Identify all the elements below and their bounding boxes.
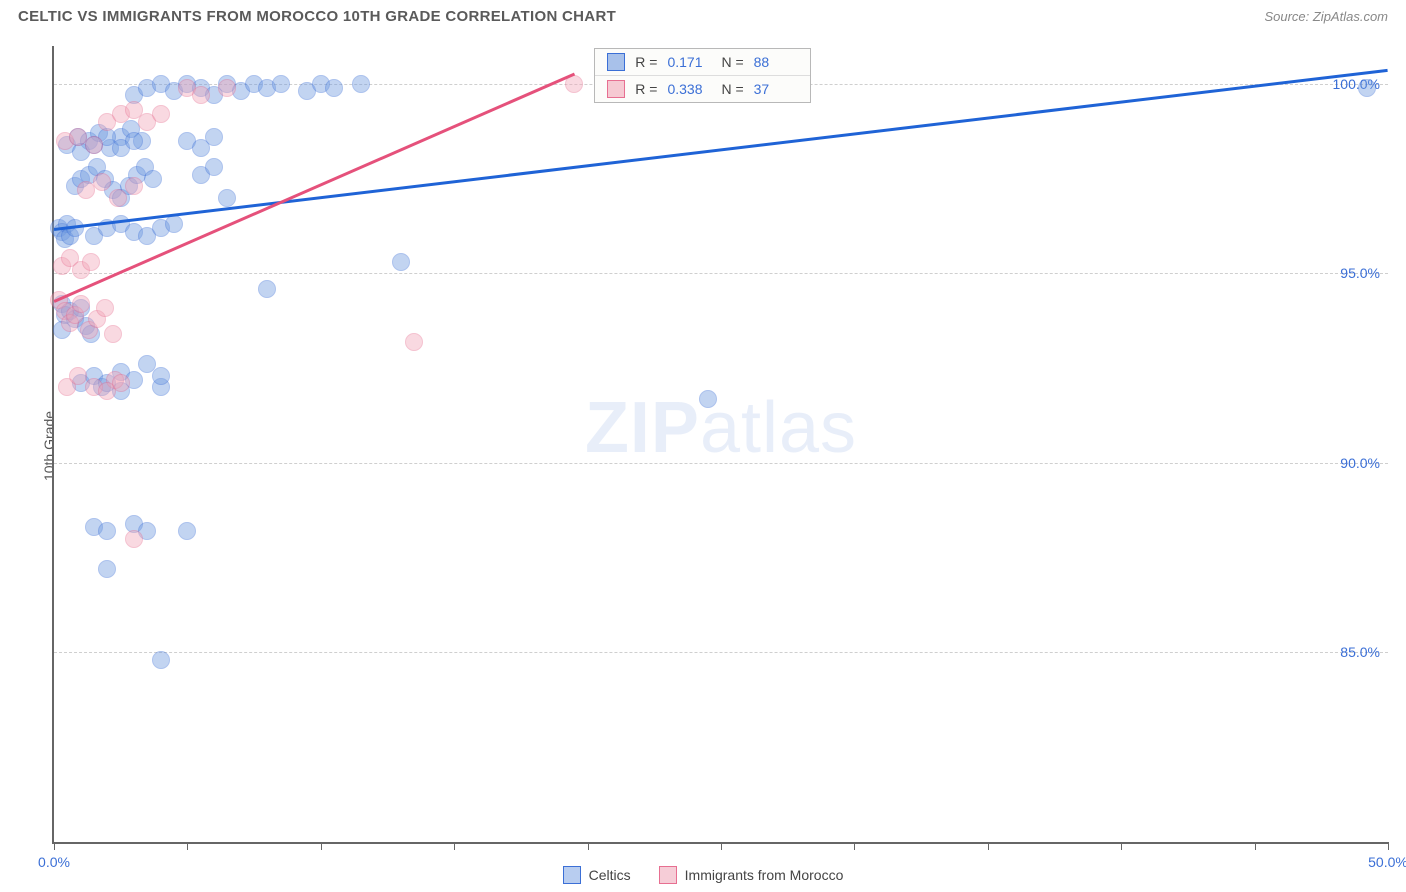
data-point <box>125 132 143 150</box>
y-tick-label: 85.0% <box>1340 644 1380 660</box>
x-tick <box>187 842 188 850</box>
legend-label: Celtics <box>589 867 631 883</box>
data-point <box>352 75 370 93</box>
gridline <box>54 652 1388 653</box>
n-label: N = <box>721 81 743 97</box>
legend-swatch <box>563 866 581 884</box>
legend: Celtics Immigrants from Morocco <box>0 866 1406 884</box>
data-point <box>205 158 223 176</box>
data-point <box>1358 79 1376 97</box>
gridline <box>54 273 1388 274</box>
correlation-row: R = 0.338 N = 37 <box>595 76 809 102</box>
data-point <box>85 136 103 154</box>
y-tick-label: 90.0% <box>1340 455 1380 471</box>
watermark: ZIPatlas <box>585 387 857 469</box>
data-point <box>125 177 143 195</box>
series-swatch <box>607 80 625 98</box>
data-point <box>98 522 116 540</box>
x-tick <box>988 842 989 850</box>
data-point <box>325 79 343 97</box>
correlation-box: R = 0.171 N = 88 R = 0.338 N = 37 <box>594 48 810 103</box>
x-tick <box>1388 842 1389 850</box>
x-tick <box>588 842 589 850</box>
data-point <box>699 390 717 408</box>
r-label: R = <box>635 81 657 97</box>
data-point <box>218 79 236 97</box>
n-value: 88 <box>754 54 798 70</box>
data-point <box>405 333 423 351</box>
data-point <box>72 295 90 313</box>
n-label: N = <box>721 54 743 70</box>
data-point <box>152 367 170 385</box>
x-tick <box>321 842 322 850</box>
data-point <box>392 253 410 271</box>
data-point <box>93 173 111 191</box>
data-point <box>104 325 122 343</box>
data-point <box>258 280 276 298</box>
data-point <box>165 215 183 233</box>
data-point <box>144 170 162 188</box>
data-point <box>205 128 223 146</box>
x-tick <box>854 842 855 850</box>
data-point <box>98 560 116 578</box>
data-point <box>69 367 87 385</box>
data-point <box>96 299 114 317</box>
data-point <box>125 530 143 548</box>
x-tick <box>721 842 722 850</box>
x-tick <box>1121 842 1122 850</box>
legend-label: Immigrants from Morocco <box>685 867 844 883</box>
data-point <box>178 522 196 540</box>
chart-header: CELTIC VS IMMIGRANTS FROM MOROCCO 10TH G… <box>0 0 1406 31</box>
legend-item: Celtics <box>563 866 631 884</box>
x-tick <box>54 842 55 850</box>
r-value: 0.171 <box>667 54 711 70</box>
chart-source: Source: ZipAtlas.com <box>1264 9 1388 24</box>
data-point <box>109 189 127 207</box>
legend-item: Immigrants from Morocco <box>659 866 844 884</box>
data-point <box>272 75 290 93</box>
series-swatch <box>607 53 625 71</box>
data-point <box>152 105 170 123</box>
chart-title: CELTIC VS IMMIGRANTS FROM MOROCCO 10TH G… <box>18 8 616 25</box>
gridline <box>54 463 1388 464</box>
scatter-chart: ZIPatlas 85.0%90.0%95.0%100.0%0.0%50.0%R… <box>52 46 1388 844</box>
correlation-row: R = 0.171 N = 88 <box>595 49 809 76</box>
data-point <box>192 86 210 104</box>
data-point <box>112 374 130 392</box>
data-point <box>82 253 100 271</box>
y-tick-label: 95.0% <box>1340 265 1380 281</box>
r-label: R = <box>635 54 657 70</box>
data-point <box>152 651 170 669</box>
r-value: 0.338 <box>667 81 711 97</box>
n-value: 37 <box>754 81 798 97</box>
x-tick <box>1255 842 1256 850</box>
legend-swatch <box>659 866 677 884</box>
x-tick <box>454 842 455 850</box>
data-point <box>218 189 236 207</box>
